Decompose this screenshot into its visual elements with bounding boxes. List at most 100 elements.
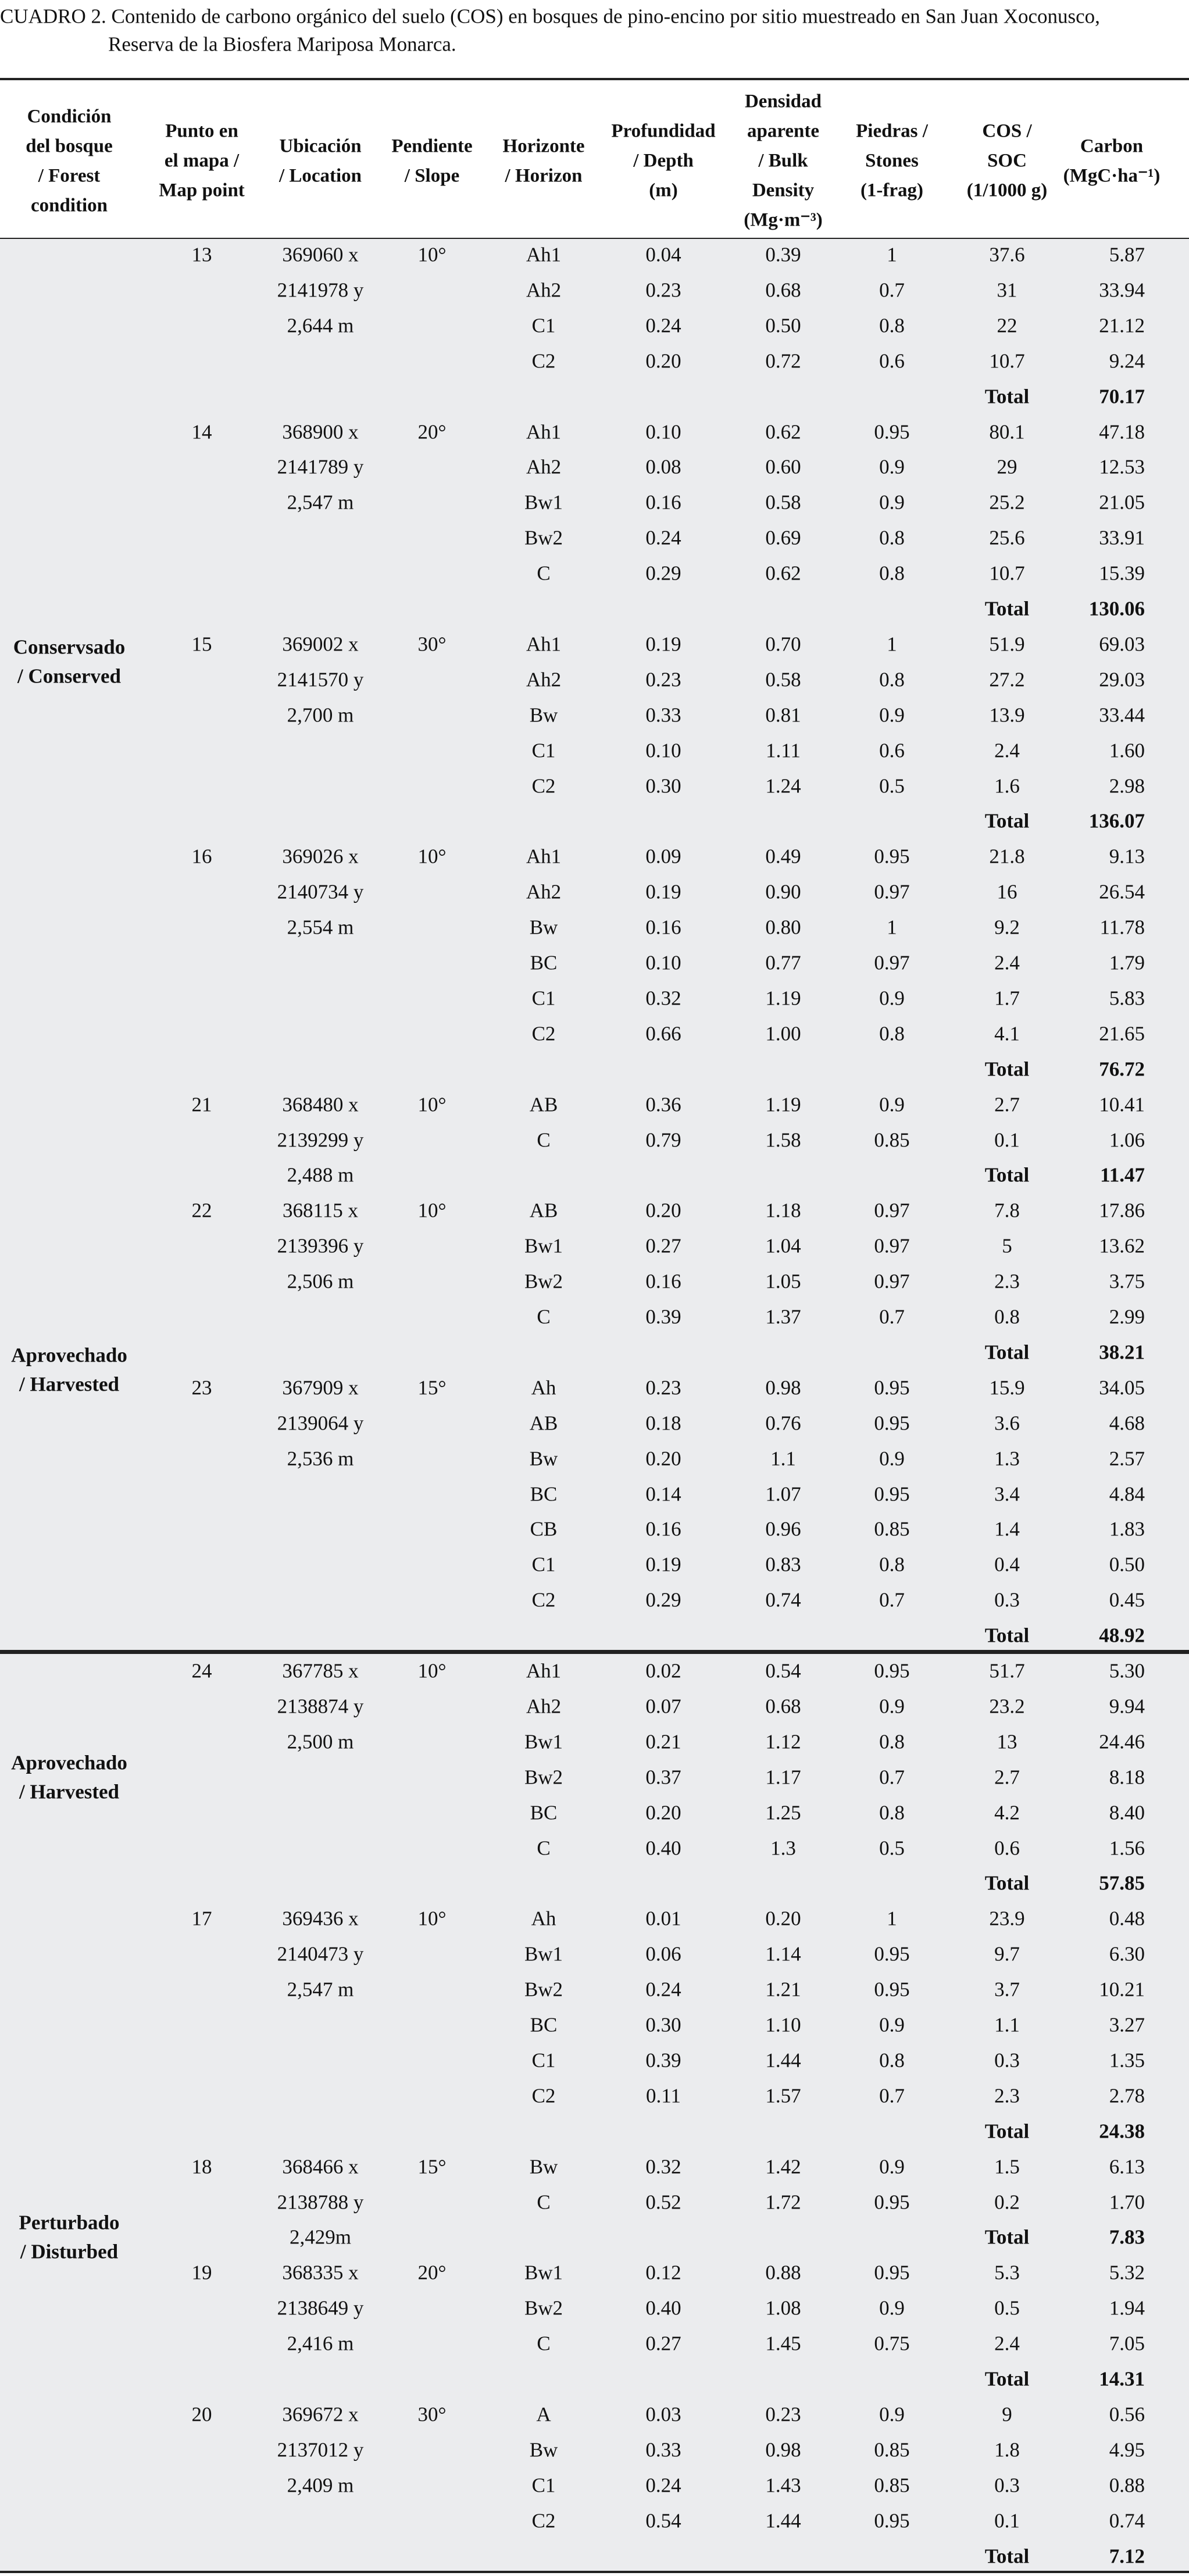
- total-label: Total: [984, 1057, 1030, 1081]
- total-label: Total: [984, 385, 1030, 408]
- carbon: 10.41: [1099, 1093, 1145, 1116]
- depth: 0.54: [645, 2509, 681, 2532]
- soc: 31: [997, 278, 1017, 302]
- bulk-density: 0.88: [765, 2261, 801, 2284]
- column-header: / Slope: [404, 165, 460, 186]
- stones: 0.8: [879, 1553, 905, 1576]
- carbon: 1.83: [1109, 1517, 1145, 1541]
- forest-condition: Aprovechado: [11, 1344, 127, 1367]
- soc: 16: [997, 880, 1017, 903]
- stones: 0.8: [879, 526, 905, 549]
- depth: 0.18: [645, 1412, 681, 1435]
- stones: 0.95: [874, 2261, 910, 2284]
- depth: 0.19: [645, 880, 681, 903]
- depth: 0.02: [645, 1659, 681, 1682]
- bulk-density: 0.68: [765, 1695, 801, 1718]
- location: 2,500 m: [287, 1730, 354, 1753]
- total-label: Total: [984, 597, 1030, 620]
- horizon: BC: [530, 951, 558, 974]
- horizon: C2: [531, 1022, 556, 1045]
- forest-condition: Perturbado: [19, 2211, 120, 2234]
- stones: 0.8: [879, 562, 905, 585]
- horizon: Bw2: [524, 1978, 563, 2001]
- location: 2140734 y: [277, 880, 364, 903]
- bulk-density: 0.50: [765, 314, 801, 337]
- forest-condition: / Harvested: [19, 1373, 120, 1396]
- carbon: 11.78: [1099, 916, 1145, 939]
- bulk-density: 0.68: [765, 278, 801, 302]
- bottom-rule: [0, 2571, 1189, 2573]
- stones: 0.85: [874, 2438, 910, 2461]
- total-label: Total: [984, 2545, 1030, 2567]
- horizon: Bw1: [524, 1942, 563, 1966]
- depth: 0.27: [645, 2332, 681, 2355]
- depth: 0.36: [645, 1093, 681, 1116]
- carbon: 10.21: [1099, 1978, 1145, 2001]
- stones: 0.6: [879, 739, 905, 762]
- horizon: AB: [529, 1199, 558, 1222]
- total-label: Total: [984, 1163, 1030, 1187]
- carbon: 6.13: [1109, 2155, 1145, 2178]
- soc: 0.2: [994, 2191, 1020, 2213]
- carbon: 33.44: [1099, 703, 1145, 727]
- soc: 37.6: [989, 243, 1025, 266]
- carbon: 1.06: [1109, 1128, 1145, 1151]
- column-header: Stones: [865, 150, 919, 172]
- location: 2141789 y: [277, 455, 364, 478]
- location: 2138788 y: [277, 2191, 364, 2213]
- column-header: (1/1000 g): [966, 180, 1048, 201]
- stones: 0.95: [874, 1376, 910, 1399]
- location: 2138874 y: [277, 1695, 364, 1718]
- stones: 0.9: [879, 2013, 905, 2036]
- slope: 10°: [417, 1907, 447, 1930]
- horizon: C1: [531, 2474, 556, 2497]
- slope: 20°: [417, 2261, 447, 2284]
- horizon: Ah2: [526, 278, 562, 302]
- depth: 0.66: [645, 1022, 681, 1045]
- depth: 0.32: [645, 2155, 681, 2178]
- stones: 0.6: [879, 349, 905, 373]
- horizon: Ah: [531, 1376, 556, 1399]
- carbon: 1.35: [1109, 2049, 1145, 2072]
- slope: 30°: [417, 2403, 447, 2426]
- table-body-background: [0, 238, 1189, 2572]
- carbon: 5.30: [1109, 1659, 1145, 1682]
- stones: 0.7: [879, 1305, 905, 1328]
- depth: 0.40: [645, 1837, 681, 1859]
- map-point: 23: [191, 1376, 212, 1399]
- horizon: C: [537, 1837, 551, 1859]
- depth: 0.30: [645, 774, 681, 797]
- stones: 0.9: [879, 2296, 905, 2320]
- soc: 2.4: [994, 2332, 1020, 2355]
- column-header: Punto en: [165, 120, 238, 142]
- location: 2,416 m: [287, 2332, 354, 2355]
- soc: 0.3: [994, 2049, 1020, 2072]
- depth: 0.06: [645, 1942, 681, 1966]
- forest-condition: / Conserved: [17, 664, 121, 688]
- bulk-density: 1.1: [770, 1447, 796, 1470]
- horizon: Ah2: [526, 1695, 562, 1718]
- map-point: 18: [191, 2155, 212, 2178]
- bulk-density: 1.00: [765, 1022, 801, 1045]
- soc: 51.7: [989, 1659, 1025, 1682]
- slope: 20°: [417, 420, 447, 443]
- map-point: 17: [191, 1907, 212, 1930]
- location: 2,506 m: [287, 1270, 354, 1293]
- soc: 2.4: [994, 951, 1020, 974]
- location: 2,429m: [290, 2225, 351, 2249]
- stones: 0.7: [879, 1766, 905, 1789]
- bulk-density: 0.98: [765, 1376, 801, 1399]
- carbon: 5.32: [1109, 2261, 1145, 2284]
- depth: 0.37: [645, 1766, 681, 1789]
- bulk-density: 0.80: [765, 916, 801, 939]
- depth: 0.16: [645, 491, 681, 514]
- column-header: condition: [30, 195, 108, 216]
- column-header: Pendiente: [391, 135, 473, 156]
- depth: 0.16: [645, 1270, 681, 1293]
- stones: 0.95: [874, 2191, 910, 2213]
- bulk-density: 1.07: [765, 1482, 801, 1505]
- soc: 9: [1002, 2403, 1012, 2426]
- carbon: 15.39: [1099, 562, 1145, 585]
- total-label: Total: [984, 1624, 1030, 1647]
- stones: 0.7: [879, 278, 905, 302]
